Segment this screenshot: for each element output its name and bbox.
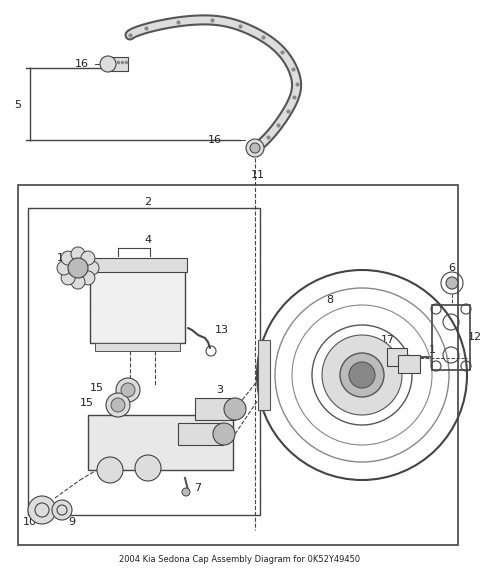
Circle shape xyxy=(182,488,190,496)
Circle shape xyxy=(121,383,135,397)
Circle shape xyxy=(61,251,75,265)
Bar xyxy=(195,398,235,420)
Text: 4: 4 xyxy=(144,235,152,245)
Circle shape xyxy=(100,56,116,72)
Text: 14: 14 xyxy=(57,253,71,263)
Text: 2: 2 xyxy=(144,197,152,207)
Text: 15: 15 xyxy=(90,383,104,393)
Bar xyxy=(258,340,270,410)
Circle shape xyxy=(68,258,88,278)
Text: 2004 Kia Sedona Cap Assembly Diagram for 0K52Y49450: 2004 Kia Sedona Cap Assembly Diagram for… xyxy=(120,555,360,564)
Circle shape xyxy=(246,139,264,157)
Circle shape xyxy=(71,247,85,261)
Circle shape xyxy=(52,500,72,520)
Bar xyxy=(18,185,458,545)
Text: 15: 15 xyxy=(80,398,94,408)
Text: 16: 16 xyxy=(208,135,222,145)
Text: 6: 6 xyxy=(448,263,456,273)
Circle shape xyxy=(322,335,402,415)
Bar xyxy=(95,343,180,351)
Circle shape xyxy=(135,455,161,481)
Text: 5: 5 xyxy=(14,100,22,110)
Bar xyxy=(398,355,420,373)
Bar xyxy=(28,208,260,515)
Bar xyxy=(88,415,233,470)
Circle shape xyxy=(28,496,56,524)
Circle shape xyxy=(111,398,125,412)
Text: 9: 9 xyxy=(69,517,75,527)
Circle shape xyxy=(446,277,458,289)
Circle shape xyxy=(213,423,235,445)
Bar xyxy=(432,305,470,370)
Text: 7: 7 xyxy=(194,483,202,493)
Text: 13: 13 xyxy=(215,325,229,335)
Bar xyxy=(108,57,128,71)
Circle shape xyxy=(57,261,71,275)
Circle shape xyxy=(97,457,123,483)
Circle shape xyxy=(81,251,95,265)
Text: 8: 8 xyxy=(326,295,334,305)
Circle shape xyxy=(71,275,85,289)
Circle shape xyxy=(106,393,130,417)
Text: 17: 17 xyxy=(381,335,395,345)
Bar xyxy=(387,348,407,366)
Text: 16: 16 xyxy=(75,59,89,69)
Text: 12: 12 xyxy=(468,332,480,342)
Circle shape xyxy=(349,362,375,388)
Bar xyxy=(88,258,187,272)
Circle shape xyxy=(250,143,260,153)
Bar xyxy=(178,423,223,445)
Bar xyxy=(90,268,185,343)
Text: 10: 10 xyxy=(23,517,37,527)
Circle shape xyxy=(85,261,99,275)
Text: 1: 1 xyxy=(429,345,435,355)
Text: 11: 11 xyxy=(251,170,265,180)
Circle shape xyxy=(340,353,384,397)
Circle shape xyxy=(81,271,95,285)
Circle shape xyxy=(116,378,140,402)
Circle shape xyxy=(224,398,246,420)
Circle shape xyxy=(61,271,75,285)
Text: 3: 3 xyxy=(216,385,224,395)
